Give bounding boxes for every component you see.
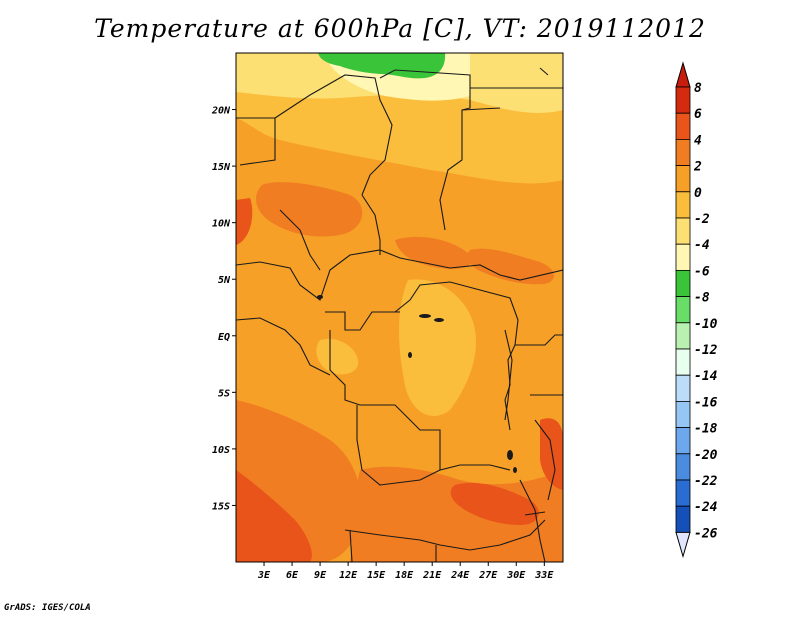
colorbar-swatch xyxy=(675,479,691,507)
colorbar-swatch xyxy=(675,505,691,533)
field-hot-east-coast xyxy=(540,418,563,490)
colorbar-swatch xyxy=(675,86,691,114)
colorbar-swatch xyxy=(675,243,691,271)
map-frame xyxy=(235,52,564,563)
colorbar-swatch xyxy=(675,296,691,324)
colorbar-swatch xyxy=(675,400,691,428)
colorbar: 8 6 4 2 0 -2 -4 -6 -8 -10 -12 -14 -16 -18 -20 -22 -24 -26 xyxy=(675,61,718,559)
colorbar-swatch xyxy=(675,112,691,140)
footer-credit: GrADS: IGES/COLA xyxy=(4,603,91,613)
lon-tick-label: 6E xyxy=(286,570,299,581)
field-cool-congo xyxy=(399,279,476,416)
field-warm-east xyxy=(467,248,555,285)
colorbar-level-label: 0 xyxy=(694,186,702,201)
colorbar-swatch xyxy=(675,138,691,166)
colorbar-level-label: -20 xyxy=(694,448,718,463)
colorbar-swatch xyxy=(675,322,691,350)
colorbar-swatch xyxy=(675,453,691,481)
colorbar-level-label: -2 xyxy=(694,212,710,227)
lat-tick-label: 5N xyxy=(218,275,231,286)
field-cool-gabon xyxy=(316,338,359,375)
colorbar-level-label: -24 xyxy=(694,500,718,515)
colorbar-swatch xyxy=(675,165,691,193)
colorbar-swatch xyxy=(675,374,691,402)
lat-tick-label: 10N xyxy=(212,219,231,230)
colorbar-swatch xyxy=(675,348,691,376)
lon-tick-label: 12E xyxy=(339,570,358,581)
colorbar-swatch xyxy=(675,217,691,245)
field-hot-southeast xyxy=(450,482,539,525)
lat-tick-label: EQ xyxy=(218,332,230,343)
colorbar-level-label: -8 xyxy=(694,291,710,306)
lon-tick-label: 3E xyxy=(257,570,271,581)
lat-tick-label: 15N xyxy=(212,162,231,173)
lon-tick-label: 15E xyxy=(367,570,386,581)
colorbar-swatch xyxy=(675,427,691,455)
country-borders xyxy=(236,67,563,562)
lat-tick-label: 15S xyxy=(212,501,230,512)
colorbar-level-label: -18 xyxy=(694,422,718,437)
colorbar-level-label: -14 xyxy=(694,369,718,384)
colorbar-swatch xyxy=(675,269,691,297)
lon-tick-label: 9E xyxy=(314,570,327,581)
colorbar-level-label: -4 xyxy=(694,238,710,253)
colorbar-level-label: -22 xyxy=(694,474,718,489)
colorbar-level-label: -10 xyxy=(694,317,718,332)
colorbar-top-arrow xyxy=(675,61,691,88)
temperature-field xyxy=(236,53,563,562)
lon-tick-label: 18E xyxy=(395,570,414,581)
colorbar-level-label: 8 xyxy=(694,81,702,96)
lon-tick-label: 27E xyxy=(478,570,498,581)
lon-tick-label: 21E xyxy=(422,570,442,581)
lon-tick-label: 33E xyxy=(534,570,554,581)
field-hot-southwest xyxy=(236,470,312,562)
lon-tick-label: 30E xyxy=(506,570,526,581)
field-hot-west-coast xyxy=(236,198,253,245)
lat-tick-label: 5S xyxy=(218,388,230,399)
field-warm-west-sahel xyxy=(256,182,363,237)
colorbar-level-label: 2 xyxy=(693,160,702,175)
lat-tick-label: 10S xyxy=(212,445,230,456)
colorbar-level-label: 4 xyxy=(694,133,702,148)
colorbar-level-label: -12 xyxy=(694,343,718,358)
colorbar-level-label: -16 xyxy=(694,395,718,410)
colorbar-bottom-arrow xyxy=(675,531,691,559)
colorbar-swatch xyxy=(675,191,691,219)
field-warm-central xyxy=(395,236,472,270)
lakes xyxy=(317,295,517,473)
colorbar-level-label: 6 xyxy=(694,107,702,122)
chart-title: Temperature at 600hPa [C], VT: 201911201… xyxy=(94,14,706,43)
lon-tick-label: 24E xyxy=(450,570,470,581)
colorbar-level-label: -6 xyxy=(694,264,710,279)
axis-ticks: 20N 15N 10N 5N EQ 5S 10S 15S 3E 6E 9E 12E 15E 18E 21E 2… xyxy=(211,106,554,581)
lat-tick-label: 20N xyxy=(211,106,231,117)
colorbar-level-label: -26 xyxy=(694,526,718,541)
field-band-minus6 xyxy=(318,53,446,79)
